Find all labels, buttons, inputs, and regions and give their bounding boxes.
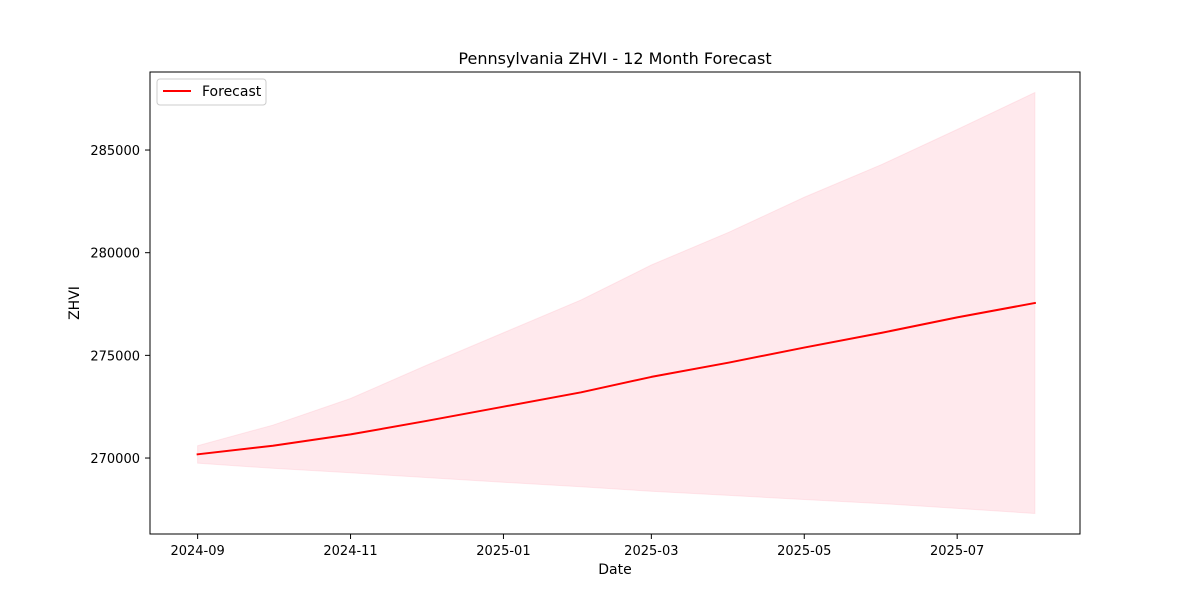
x-axis-label: Date bbox=[598, 562, 631, 578]
y-axis: 270000 275000 280000 285000 bbox=[90, 144, 150, 467]
legend: Forecast bbox=[156, 78, 267, 106]
chart-title: Pennsylvania ZHVI - 12 Month Forecast bbox=[458, 49, 771, 68]
confidence-band-layer bbox=[197, 91, 1036, 515]
legend-label-forecast: Forecast bbox=[202, 84, 262, 100]
y-axis-label: ZHVI bbox=[67, 286, 83, 320]
forecast-line bbox=[196, 301, 1037, 456]
plot-area-frame bbox=[149, 71, 1081, 535]
x-tick-label: 2025-01 bbox=[476, 544, 530, 559]
x-tick-label: 2025-05 bbox=[777, 544, 831, 559]
y-tick-label: 275000 bbox=[90, 349, 140, 364]
confidence-band bbox=[197, 91, 1036, 515]
x-tick-label: 2025-03 bbox=[624, 544, 678, 559]
y-tick-label: 285000 bbox=[90, 144, 140, 159]
y-tick-label: 280000 bbox=[90, 247, 140, 262]
x-tick-label: 2025-07 bbox=[930, 544, 984, 559]
legend-box bbox=[156, 78, 267, 106]
y-tick-label: 270000 bbox=[90, 452, 140, 467]
x-tick-label: 2024-11 bbox=[323, 544, 377, 559]
x-tick-label: 2024-09 bbox=[170, 544, 224, 559]
x-axis: 2024-09 2024-11 2025-01 2025-03 2025-05 2025-… bbox=[170, 534, 984, 559]
forecast-line-layer bbox=[196, 301, 1037, 456]
